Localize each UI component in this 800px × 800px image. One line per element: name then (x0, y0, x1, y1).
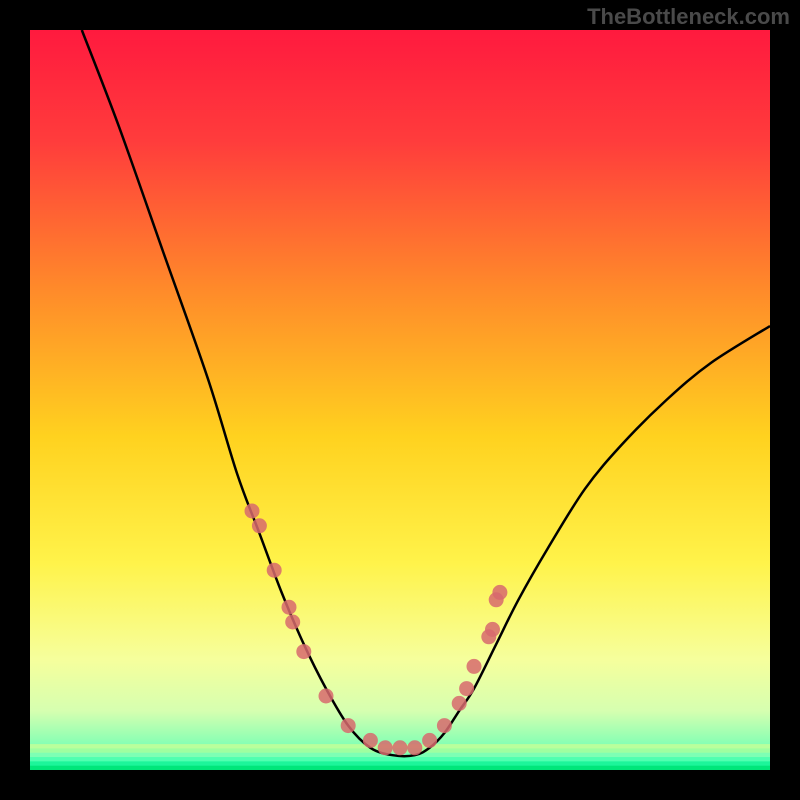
gradient-background (30, 30, 770, 770)
bottom-stripe (30, 757, 770, 762)
bottom-stripe (30, 761, 770, 766)
data-marker (423, 733, 437, 747)
data-marker (467, 659, 481, 673)
data-marker (378, 741, 392, 755)
data-marker (460, 682, 474, 696)
data-marker (452, 696, 466, 710)
data-marker (267, 563, 281, 577)
chart-container (30, 30, 770, 770)
data-marker (486, 622, 500, 636)
chart-svg (30, 30, 770, 770)
data-marker (286, 615, 300, 629)
data-marker (341, 719, 355, 733)
data-marker (245, 504, 259, 518)
data-marker (493, 585, 507, 599)
data-marker (408, 741, 422, 755)
data-marker (319, 689, 333, 703)
data-marker (393, 741, 407, 755)
bottom-stripe (30, 766, 770, 770)
data-marker (282, 600, 296, 614)
data-marker (437, 719, 451, 733)
watermark: TheBottleneck.com (587, 4, 790, 30)
data-marker (297, 645, 311, 659)
data-marker (363, 733, 377, 747)
data-marker (252, 519, 266, 533)
